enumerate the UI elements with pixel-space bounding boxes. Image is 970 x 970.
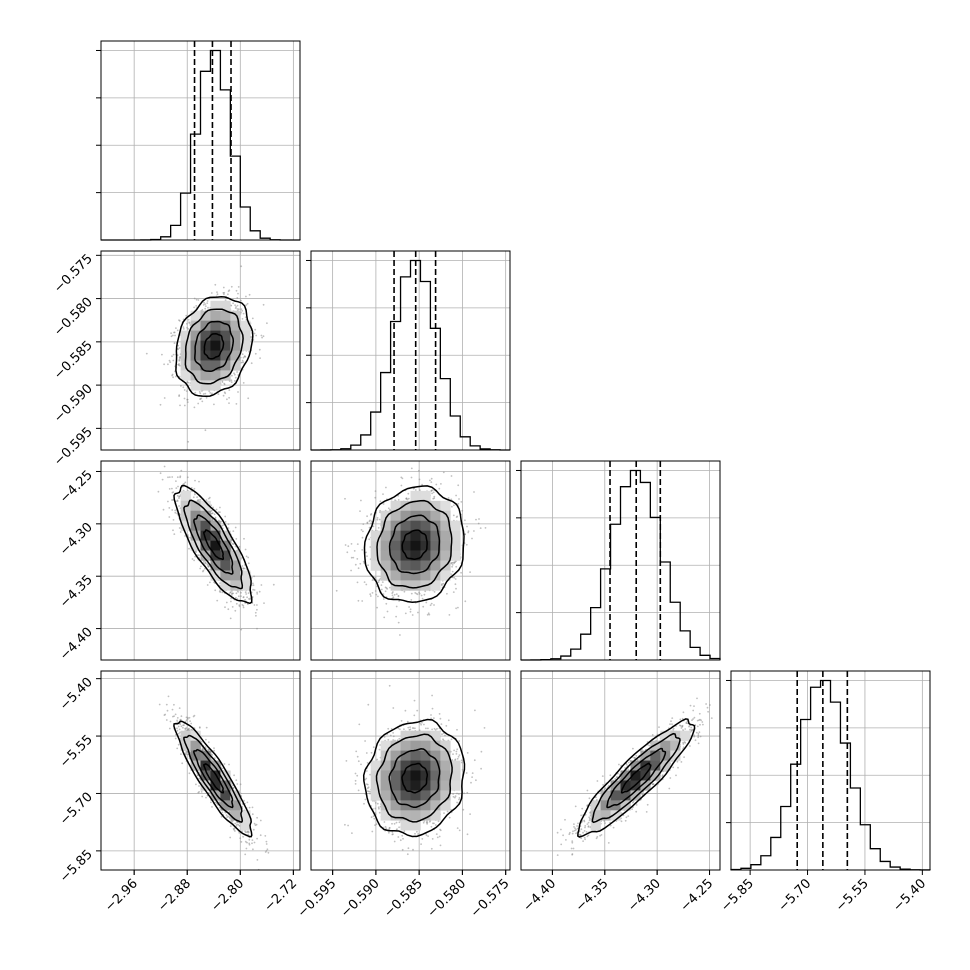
x-tick-label-3-1: −5.70 <box>776 876 815 915</box>
y-tick-label-1-4: −0.575 <box>51 252 96 297</box>
y-tick-label-1-2: −0.585 <box>51 338 96 383</box>
y-tick-label-2-1: −4.35 <box>57 572 96 611</box>
y-tick-label-3-0: −5.85 <box>57 847 96 886</box>
x-tick-label-2-1: −4.35 <box>573 876 612 915</box>
histogram-panel-0 <box>96 40 301 875</box>
x-tick-label-2-3: −4.25 <box>678 876 717 915</box>
x-tick-label-0-1: −2.88 <box>155 876 194 915</box>
x-tick-label-0-3: −2.72 <box>261 876 300 915</box>
contour-3-2-0 <box>620 762 652 794</box>
contour-2-1-1 <box>388 514 441 575</box>
y-tick-label-2-2: −4.30 <box>57 520 96 559</box>
y-tick-label-1-0: −0.595 <box>51 425 96 470</box>
contour-3-0-3 <box>173 720 253 838</box>
contour-1-0-2 <box>184 308 244 385</box>
x-tick-label-1-2: −0.585 <box>381 876 426 921</box>
histogram-1 <box>310 259 511 451</box>
x-tick-label-2-2: −4.30 <box>625 876 664 915</box>
x-tick-label-2-0: −4.40 <box>520 876 559 915</box>
contour-1-0-1 <box>194 320 235 372</box>
contour-3-2-1 <box>606 747 667 809</box>
density-panel-3-1: −0.595−0.590−0.585−0.580−0.575 <box>295 670 513 921</box>
histogram-panel-3: −5.85 −5.70 −5.55 −5.40 <box>718 670 931 915</box>
contour-2-0-1 <box>193 514 234 575</box>
y-tick-label-3-1: −5.70 <box>57 790 96 829</box>
histogram-2 <box>520 469 721 661</box>
contour-3-1-2 <box>375 733 453 823</box>
density-panel-2-0: −4.40 −4.35 −4.30 −4.25 <box>57 460 301 664</box>
x-tick-label-3-3: −5.40 <box>890 876 929 915</box>
x-tick-label-1-0: −0.595 <box>295 876 340 921</box>
density-panel-3-2: −4.40 −4.35 −4.30 −4.25 <box>520 670 721 915</box>
contour-3-1-3 <box>362 718 466 838</box>
histogram-panel-1 <box>306 250 511 875</box>
y-tick-label-2-3: −4.25 <box>57 468 96 507</box>
contour-3-1-1 <box>388 748 441 809</box>
histogram-3 <box>730 679 931 871</box>
y-tick-label-3-2: −5.55 <box>57 732 96 771</box>
y-tick-label-3-3: −5.40 <box>57 675 96 714</box>
contour-3-0-1 <box>193 748 234 809</box>
x-tick-label-1-1: −0.590 <box>338 876 383 921</box>
density-panel-1-0: −0.595−0.590−0.585−0.580−0.575 <box>51 250 301 470</box>
contour-3-0-2 <box>183 734 244 823</box>
contour-2-0-2 <box>183 499 244 590</box>
contour-2-1-0 <box>401 529 428 560</box>
histogram-panel-2 <box>516 460 721 875</box>
x-tick-label-3-2: −5.55 <box>833 876 872 915</box>
contour-2-0-3 <box>173 484 253 605</box>
contour-2-1-3 <box>363 485 465 604</box>
density-panel-2-1 <box>310 460 511 661</box>
contour-1-0-0 <box>203 333 225 360</box>
x-tick-label-0-0: −2.96 <box>102 876 141 915</box>
contour-2-1-2 <box>376 499 453 589</box>
contour-3-2-2 <box>591 732 681 824</box>
y-tick-label-2-0: −4.40 <box>57 625 96 664</box>
contour-1-0-3 <box>175 296 254 398</box>
contour-3-2-3 <box>577 718 696 838</box>
x-tick-label-0-2: −2.80 <box>208 876 247 915</box>
x-tick-label-1-4: −0.575 <box>468 876 513 921</box>
x-tick-label-1-3: −0.580 <box>425 876 470 921</box>
density-panel-3-0: −2.96 −2.88 −2.80 −2.72 −5.85 −5.70 −5.55 −5.40 <box>57 670 301 915</box>
x-tick-label-3-0: −5.85 <box>718 876 757 915</box>
contour-3-1-0 <box>401 762 429 794</box>
contour-3-0-0 <box>203 763 225 794</box>
y-tick-label-1-3: −0.580 <box>51 295 96 340</box>
y-tick-label-1-1: −0.590 <box>51 381 96 426</box>
contour-2-0-0 <box>203 529 225 561</box>
